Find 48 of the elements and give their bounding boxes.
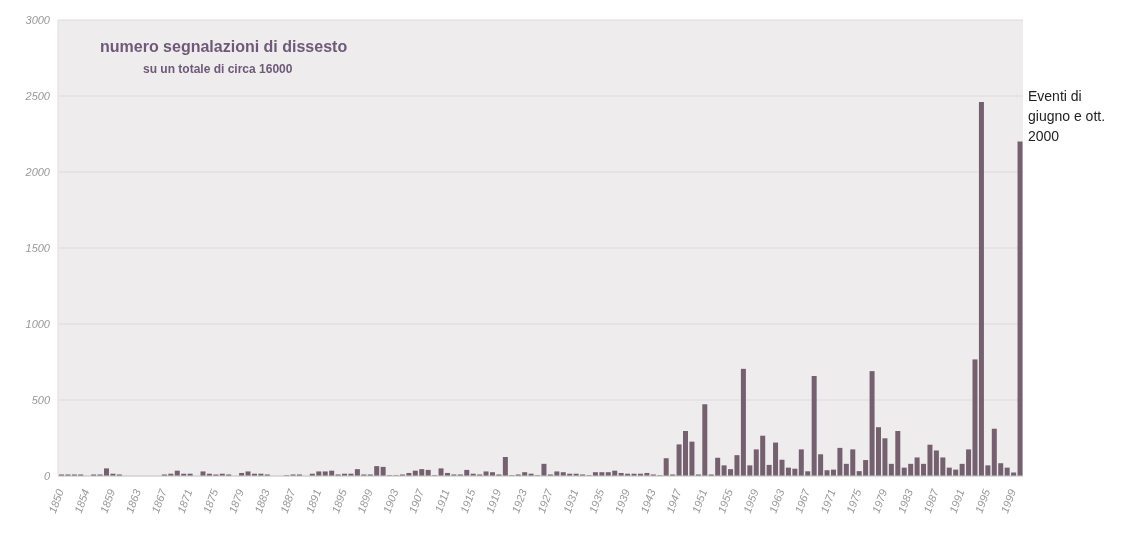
x-tick-label: 1951 [689,487,710,515]
y-tick-label: 0 [43,469,51,482]
x-tick-label: 1955 [715,486,736,515]
x-tick-label: 1879 [226,487,246,515]
y-tick-label: 2000 [24,165,51,178]
x-tick-label: 1935 [586,486,607,515]
y-tick-label: 2500 [24,89,51,102]
x-tick-label: 1979 [869,487,890,515]
y-tick-label: 1000 [25,317,51,330]
x-tick-label: 1967 [792,486,813,515]
x-tick-label: 1915 [457,486,478,515]
x-tick-label: 1854 [71,487,92,515]
x-tick-label: 1923 [509,486,530,515]
y-tick-label: 500 [31,393,51,406]
x-tick-label: 1911 [432,487,452,514]
x-tick-label: 1995 [972,486,993,515]
x-tick-label: 1947 [663,486,684,515]
text: su un totale di circa 16000 [143,62,293,76]
y-tick-label: 1500 [25,241,51,254]
x-tick-label: 1983 [895,486,916,515]
x-tick-label: 1867 [149,486,170,515]
x-tick-label: 1863 [123,486,144,515]
x-tick-label: 1871 [174,487,195,515]
x-tick-label: 1850 [46,486,67,515]
x-tick-label: 1887 [277,486,298,515]
x-tick-label: 1987 [921,486,942,515]
x-tick-label: 1875 [200,486,221,515]
x-tick-label: 1939 [612,487,632,515]
x-tick-label: 1991 [946,487,967,515]
x-tick-label: 1895 [329,486,350,515]
x-tick-label: 1903 [380,486,401,515]
x-tick-label: 1919 [483,487,504,515]
x-tick-label: 1859 [97,487,118,515]
x-tick-label: 1963 [766,486,787,515]
text: numero segnalazioni di dissesto [100,38,348,56]
x-tick-label: 1899 [354,487,375,515]
x-tick-label: 1891 [303,487,324,515]
text: Eventi di giugno e ott. 2000 [1028,87,1107,146]
x-tick-label: 1975 [843,486,864,515]
x-tick-label: 1999 [998,487,1018,515]
x-tick-label: 1883 [252,486,272,515]
y-tick-label: 3000 [25,13,51,26]
x-tick-label: 1927 [535,486,556,515]
x-tick-label: 1907 [406,486,427,515]
x-tick-label: 1943 [638,486,658,515]
x-tick-label: 1931 [560,487,581,515]
x-tick-label: 1971 [818,487,838,515]
x-tick-label: 1959 [740,487,761,515]
